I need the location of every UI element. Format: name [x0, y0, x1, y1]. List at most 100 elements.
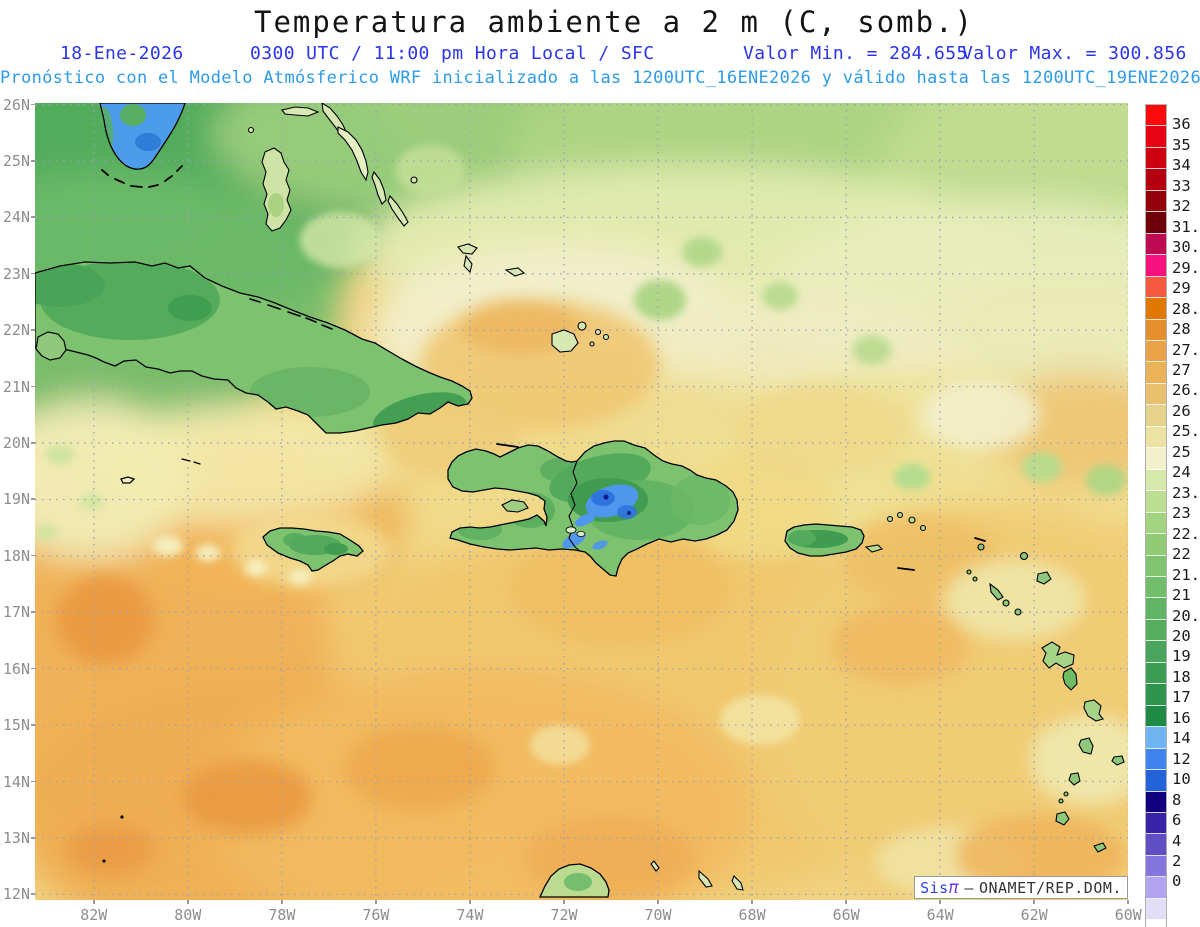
- colorbar-cell: [1146, 426, 1166, 449]
- lat-tick-mark: [31, 160, 35, 162]
- colorbar-tick-label: 21: [1172, 586, 1191, 605]
- lon-tick-label: 78W: [268, 906, 296, 924]
- colorbar-cell: [1146, 298, 1166, 320]
- lat-tick-label: 20N: [2, 434, 30, 453]
- lon-tick-mark: [563, 900, 565, 904]
- lat-tick-mark: [31, 667, 35, 670]
- attribution-org: ONAMET/REP.DOM.: [978, 878, 1122, 897]
- colorbar-cell: [1146, 812, 1166, 835]
- colorbar-cell: [1146, 534, 1166, 556]
- value-min-label: Valor Min. = 284.655: [743, 43, 968, 64]
- colorbar-cell: [1146, 383, 1166, 406]
- colorbar-tick-label: 16: [1172, 708, 1191, 727]
- colorbar-tick-label: 26.5: [1172, 381, 1200, 400]
- colorbar-tick-label: 25: [1172, 442, 1191, 461]
- colorbar-cells: [1145, 104, 1167, 927]
- map-clip-group: [35, 103, 1128, 900]
- colorbar-tick-label: 29: [1172, 279, 1191, 298]
- lon-tick-label: 82W: [80, 906, 108, 924]
- colorbar-tick-label: 14: [1172, 729, 1191, 748]
- colorbar-tick-label: 24: [1172, 463, 1191, 482]
- colorbar-cell: [1146, 920, 1166, 927]
- lake-azuei: [565, 526, 577, 534]
- cayman-islands: [120, 458, 201, 484]
- colorbar-tick-label: 10: [1172, 770, 1191, 789]
- lat-tick-mark: [31, 724, 35, 726]
- colorbar-cell: [1146, 619, 1166, 642]
- colorbar-tick-label: 27.5: [1172, 340, 1200, 359]
- lon-tick-mark: [657, 900, 659, 904]
- lon-tick-label: 70W: [644, 906, 672, 924]
- colorbar-tick-label: 33: [1172, 176, 1191, 195]
- latlon-gridlines: [35, 103, 1128, 900]
- colorbar-cell: [1146, 405, 1166, 427]
- florida-keys-islands: [101, 165, 183, 188]
- colorbar-cell: [1146, 898, 1166, 921]
- lat-tick-mark: [31, 385, 35, 388]
- gonave-island: [501, 499, 529, 513]
- colorbar-tick-label: 23.5: [1172, 483, 1200, 502]
- lat-tick-label: 24N: [2, 208, 30, 227]
- colorbar-tick-label: 2: [1172, 852, 1182, 871]
- colorbar-tick-label: 22: [1172, 545, 1191, 564]
- lon-tick-mark: [469, 900, 471, 904]
- andros-green-spot: [268, 193, 284, 217]
- colorbar-tick-label: 4: [1172, 831, 1182, 850]
- colorbar-tick-label: 34: [1172, 156, 1191, 175]
- colorbar-tick-label: 8: [1172, 790, 1182, 809]
- colorbar-cell: [1146, 212, 1166, 234]
- colorbar-tick-label: 28.5: [1172, 299, 1200, 318]
- virgin-islands: [864, 511, 927, 571]
- lon-tick-label: 62W: [1020, 906, 1048, 924]
- colorbar-cell: [1146, 641, 1166, 663]
- colorbar-tick-label: 23: [1172, 504, 1191, 523]
- camaguey-cays: [249, 298, 333, 330]
- lat-tick-label: 15N: [2, 716, 30, 735]
- colorbar-cell: [1146, 319, 1166, 341]
- colorbar-cell: [1146, 877, 1166, 899]
- lon-tick-mark: [751, 900, 753, 904]
- colorbar-cell: [1146, 705, 1166, 728]
- colorbar-tick-label: 28: [1172, 320, 1191, 339]
- colorbar-cell: [1146, 855, 1166, 878]
- lat-tick-mark: [31, 216, 35, 218]
- lat-tick-label: 19N: [2, 490, 30, 509]
- lake-enriquillo: [576, 531, 586, 538]
- colorbar-tick-label: 17: [1172, 688, 1191, 707]
- lon-tick-mark: [939, 900, 941, 904]
- colorbar-tick-label: 32: [1172, 197, 1191, 216]
- colorbar-cell: [1146, 190, 1166, 213]
- lat-tick-mark: [31, 442, 35, 444]
- lesser-antilles-islands: [966, 537, 1125, 853]
- haiti-dr-border: [568, 460, 581, 552]
- lon-tick-label: 74W: [456, 906, 484, 924]
- bahamas-islands: [247, 103, 610, 353]
- sispi-logo-text: Sis: [920, 878, 949, 897]
- lat-tick-mark: [31, 103, 35, 106]
- colorbar-tick-label: 22.5: [1172, 524, 1200, 543]
- sispi-logo-pi-icon: π: [948, 877, 960, 898]
- abc-islands: [650, 860, 744, 891]
- colorbar-cell: [1146, 276, 1166, 299]
- guajira-peninsula: [539, 863, 610, 898]
- colorbar-tick-label: 25.5: [1172, 422, 1200, 441]
- value-max-label: Valor Max. = 300.856: [962, 43, 1187, 64]
- colorbar-cell: [1146, 362, 1166, 384]
- colorbar-tick-label: 31.5: [1172, 217, 1200, 236]
- colorbar-tick-label: 19: [1172, 647, 1191, 666]
- colorbar-cell: [1146, 662, 1166, 685]
- lat-tick-mark: [31, 498, 35, 501]
- lon-tick-label: 60W: [1114, 906, 1142, 924]
- lon-tick-mark: [1127, 900, 1130, 904]
- lat-tick-label: 22N: [2, 321, 30, 340]
- small-cays: [102, 815, 124, 863]
- colorbar-cell: [1146, 340, 1166, 363]
- lat-tick-mark: [31, 272, 35, 275]
- colorbar-tick-label: 20.5: [1172, 606, 1200, 625]
- lon-tick-mark: [845, 900, 847, 904]
- colorbar-tick-label: 29.7: [1172, 258, 1200, 277]
- forecast-time: 0300 UTC / 11:00 pm Hora Local / SFC: [250, 43, 655, 64]
- lat-tick-mark: [31, 329, 35, 331]
- colorbar-cell: [1146, 598, 1166, 620]
